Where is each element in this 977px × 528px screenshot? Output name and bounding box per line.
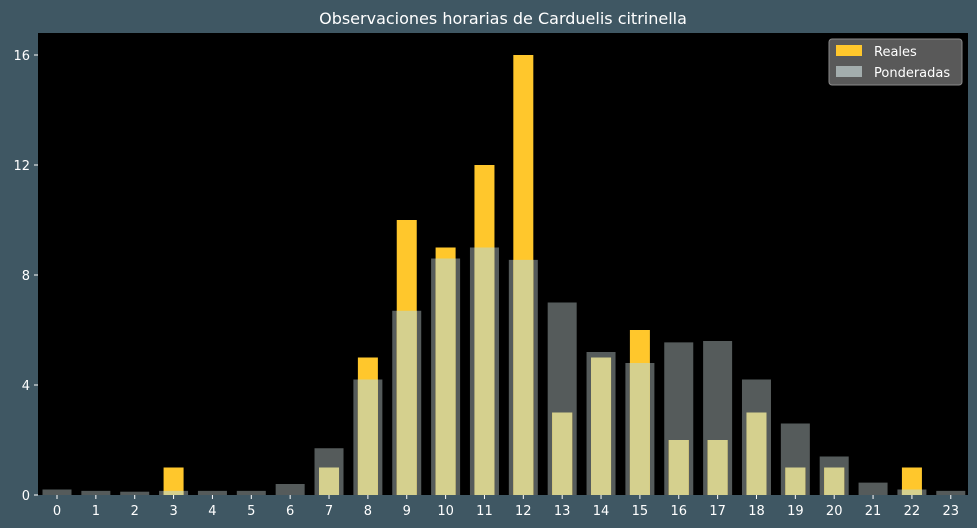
x-tick-label: 8 <box>364 504 372 519</box>
bar-ponderadas-1 <box>81 490 111 495</box>
x-tick-label: 14 <box>593 504 610 519</box>
bar-ponderadas-2 <box>120 491 150 495</box>
bar-overlap-11 <box>474 247 495 495</box>
bar-overlap-20 <box>824 467 845 495</box>
chart-title: Observaciones horarias de Carduelis citr… <box>319 9 687 28</box>
x-tick-label: 16 <box>670 504 687 519</box>
x-tick-label: 4 <box>208 504 216 519</box>
x-tick-label: 6 <box>286 504 294 519</box>
bar-ponderadas-23 <box>936 490 966 495</box>
x-tick-label: 22 <box>904 504 921 519</box>
bar-overlap-13 <box>552 412 573 495</box>
bar-ponderadas-6 <box>275 484 305 495</box>
x-tick-label: 17 <box>709 504 726 519</box>
bar-overlap-19 <box>785 467 806 495</box>
bar-reales-3 <box>163 467 184 495</box>
x-tick-label: 7 <box>325 504 333 519</box>
x-tick-label: 1 <box>92 504 100 519</box>
y-tick-label: 8 <box>22 269 30 284</box>
bar-overlap-17 <box>707 440 728 495</box>
legend: Reales Ponderadas <box>828 38 963 86</box>
bar-overlap-7 <box>319 467 340 495</box>
y-tick-label: 0 <box>22 489 30 504</box>
series-reales <box>163 55 922 495</box>
legend-box <box>828 38 963 86</box>
x-tick-label: 3 <box>169 504 177 519</box>
bar-overlap-8 <box>357 379 378 495</box>
x-tick-label: 11 <box>476 504 493 519</box>
legend-swatch-reales <box>836 45 862 56</box>
bar-ponderadas-5 <box>236 490 266 495</box>
x-tick-label: 23 <box>943 504 960 519</box>
bar-ponderadas-4 <box>197 490 227 495</box>
bar-overlap-22 <box>901 489 922 495</box>
x-tick-label: 18 <box>748 504 765 519</box>
bar-overlap-10 <box>435 258 456 495</box>
x-tick-label: 5 <box>247 504 255 519</box>
bar-overlap-14 <box>591 357 612 495</box>
bar-overlap-3 <box>163 490 184 495</box>
y-axis: 0 4 8 12 16 <box>13 49 38 504</box>
x-tick-label: 10 <box>437 504 454 519</box>
x-tick-label: 19 <box>787 504 804 519</box>
bar-overlap-12 <box>513 259 534 495</box>
x-tick-label: 20 <box>826 504 843 519</box>
legend-label-reales: Reales <box>874 45 917 60</box>
bar-overlap-16 <box>668 440 689 495</box>
x-axis: 0 1 2 3 4 5 6 7 8 9 10 11 12 13 14 15 16 17 18 19 20 21 22 23 <box>53 495 959 519</box>
plot-area <box>38 33 968 495</box>
x-tick-label: 21 <box>865 504 882 519</box>
bar-overlap-9 <box>396 310 417 495</box>
bar-ponderadas-0 <box>42 489 72 495</box>
x-tick-label: 9 <box>403 504 411 519</box>
y-tick-label: 4 <box>22 379 30 394</box>
x-tick-label: 15 <box>632 504 649 519</box>
legend-swatch-ponderadas <box>836 66 862 77</box>
x-tick-label: 2 <box>131 504 139 519</box>
y-tick-label: 12 <box>13 159 30 174</box>
y-tick-label: 16 <box>13 49 30 64</box>
bar-overlap-15 <box>629 363 650 495</box>
legend-label-ponderadas: Ponderadas <box>874 66 950 81</box>
bar-overlap-18 <box>746 412 767 495</box>
bar-ponderadas-21 <box>858 482 888 495</box>
x-tick-label: 0 <box>53 504 61 519</box>
x-tick-label: 12 <box>515 504 532 519</box>
x-tick-label: 13 <box>554 504 571 519</box>
bar-reales-22 <box>901 467 922 495</box>
